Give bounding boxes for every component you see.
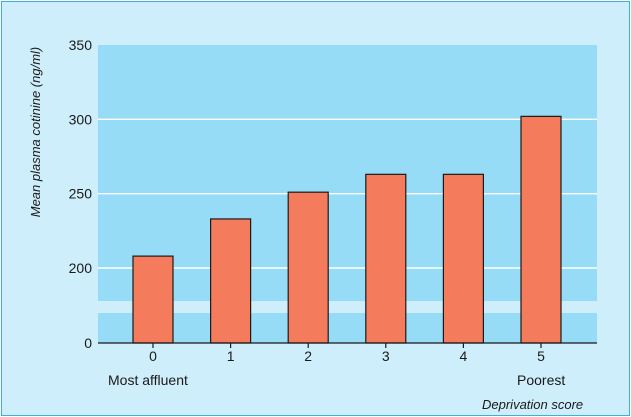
bar-2 <box>287 191 329 344</box>
x-tick-label: 5 <box>537 348 545 364</box>
x-tick-label: 3 <box>382 348 390 364</box>
x-tick-label: 4 <box>460 348 468 364</box>
plot-area <box>98 45 597 301</box>
x-tick-label: 0 <box>149 348 157 364</box>
y-tick-label: 200 <box>69 260 93 276</box>
y-tick-label: 0 <box>84 335 92 351</box>
x-label-left-end: Most affluent <box>108 372 188 388</box>
x-axis-title: Deprivation score <box>482 397 583 412</box>
y-tick-label: 300 <box>69 111 93 127</box>
bar-4 <box>442 173 484 344</box>
y-axis-title: Mean plasma cotinine (ng/ml) <box>28 47 43 218</box>
plot-area-lower <box>98 313 597 343</box>
bar-3 <box>365 173 407 344</box>
bar-1 <box>210 218 252 344</box>
bar-5 <box>520 115 562 344</box>
y-tick-label: 350 <box>69 37 93 53</box>
x-tick-label: 1 <box>227 348 235 364</box>
y-tick-label: 250 <box>69 186 93 202</box>
x-label-right-end: Poorest <box>517 372 565 388</box>
x-tick-label: 2 <box>304 348 312 364</box>
bar-0 <box>132 255 174 344</box>
